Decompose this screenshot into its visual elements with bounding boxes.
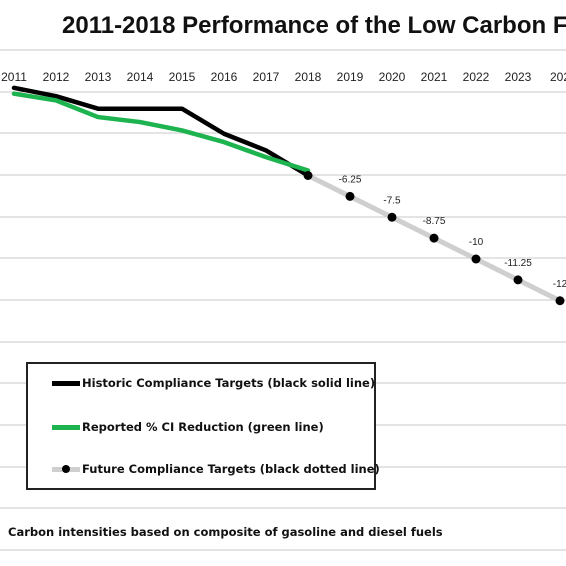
data-label: -11.25 — [504, 258, 532, 269]
legend-label: Future Compliance Targets (black dotted … — [82, 462, 380, 476]
x-tick-label: 2017 — [253, 70, 280, 84]
chart-legend: Historic Compliance Targets (black solid… — [26, 362, 380, 490]
data-point-future-target — [513, 275, 523, 285]
x-tick-label: 2019 — [337, 70, 364, 84]
data-point-future-target — [429, 233, 439, 243]
x-tick-label: 2016 — [211, 70, 238, 84]
x-tick-label: 2020 — [379, 70, 406, 84]
legend-swatch-black-line — [52, 381, 80, 386]
data-label: -6.25 — [339, 174, 362, 185]
data-point-future-target — [303, 171, 313, 180]
data-label: -7.5 — [383, 195, 401, 206]
x-tick-label: 2018 — [295, 70, 322, 84]
chart-footnote: Carbon intensities based on composite of… — [8, 525, 443, 539]
data-label: -12 — [553, 279, 566, 290]
legend-label: Reported % CI Reduction (green line) — [82, 420, 324, 434]
legend-item-reported: Reported % CI Reduction (green line) — [52, 418, 372, 438]
data-point-future-target — [471, 254, 481, 264]
x-tick-label: 2014 — [127, 70, 154, 84]
legend-item-future: Future Compliance Targets (black dotted … — [52, 460, 380, 480]
data-point-future-target — [345, 191, 355, 201]
legend-dot-marker — [62, 465, 70, 473]
data-point-future-target — [555, 296, 565, 306]
x-tick-label: 2015 — [169, 70, 196, 84]
x-tick-label: 202 — [550, 70, 566, 84]
x-tick-label: 2022 — [463, 70, 490, 84]
data-label: -8.75 — [423, 216, 446, 227]
legend-item-historic: Historic Compliance Targets (black solid… — [52, 374, 376, 394]
legend-swatch-green-line — [52, 425, 80, 430]
x-tick-label: 2023 — [505, 70, 532, 84]
chart-title: 2011-2018 Performance of the Low Carbon … — [62, 12, 566, 39]
data-label: -10 — [469, 237, 484, 248]
data-point-future-target — [387, 212, 397, 222]
x-tick-label: 2011 — [1, 70, 27, 84]
x-tick-label: 2012 — [43, 70, 70, 84]
legend-label: Historic Compliance Targets (black solid… — [82, 376, 376, 390]
x-tick-label: 2021 — [421, 70, 448, 84]
series-line-reported-reduction — [11, 91, 311, 173]
x-tick-label: 2013 — [85, 70, 112, 84]
series-line-historic-targets — [11, 85, 311, 178]
